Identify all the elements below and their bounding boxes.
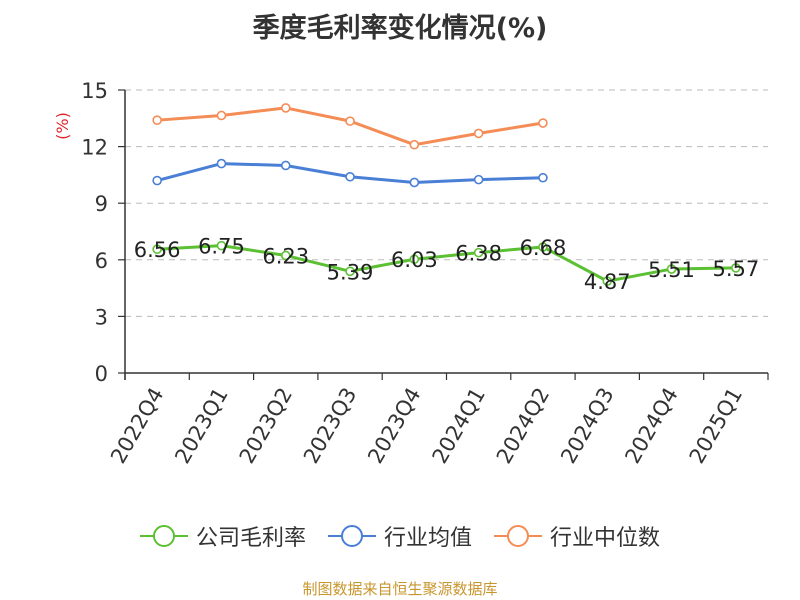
x-tick-label: 2024Q3: [556, 384, 618, 468]
x-tick-label: 2024Q2: [492, 384, 554, 468]
data-point: [473, 174, 484, 185]
legend-swatch: [327, 525, 376, 547]
data-point: [152, 175, 162, 186]
series-line: [157, 244, 736, 283]
legend-item: 公司毛利率: [139, 520, 306, 552]
data-point: [152, 115, 162, 125]
data-label: 6.56: [134, 238, 181, 262]
data-label: 6.03: [391, 248, 438, 272]
data-point: [280, 160, 291, 171]
y-tick-label: 6: [95, 249, 108, 273]
data-source-note: 制图数据来自恒生聚源数据库: [302, 580, 498, 598]
legend-swatch: [139, 525, 188, 547]
data-point: [152, 244, 162, 255]
legend-item: 行业中位数: [494, 520, 660, 552]
data-point: [538, 118, 548, 128]
data-point: [602, 276, 613, 286]
y-tick-label: 12: [81, 136, 108, 160]
legend-item: 行业均值: [327, 520, 472, 552]
data-point: [731, 263, 741, 273]
data-point: [473, 128, 484, 139]
legend-swatch: [494, 525, 542, 547]
x-tick-label: 2022Q4: [106, 384, 168, 468]
data-point: [216, 158, 227, 169]
data-label: 5.39: [327, 260, 374, 284]
data-point: [409, 139, 420, 150]
data-label: 4.87: [584, 270, 631, 294]
x-tick-label: 2024Q4: [620, 384, 682, 468]
x-tick-label: 2024Q1: [428, 384, 490, 468]
data-point: [345, 266, 355, 277]
x-tick-label: 2023Q1: [170, 384, 232, 468]
legend-label: 公司毛利率: [195, 526, 306, 551]
data-point: [280, 250, 291, 261]
data-point: [666, 264, 677, 274]
data-label: 5.51: [648, 258, 695, 282]
y-axis-label: (%): [53, 112, 72, 140]
data-point: [473, 247, 484, 258]
data-point: [216, 110, 227, 121]
data-point: [538, 172, 548, 183]
y-tick-label: 3: [95, 305, 108, 329]
data-label: 5.57: [712, 257, 759, 281]
x-tick-label: 2023Q4: [363, 384, 425, 468]
x-tick-label: 2025Q1: [685, 384, 747, 468]
y-tick-label: 0: [95, 362, 108, 386]
x-tick-label: 2023Q3: [299, 384, 361, 468]
series-line: [157, 106, 544, 147]
legend-label: 行业中位数: [550, 526, 661, 551]
chart-title: 季度毛利率变化情况(%): [252, 13, 548, 44]
data-point: [538, 242, 548, 252]
data-point: [409, 177, 420, 188]
data-label: 6.38: [455, 242, 502, 266]
data-point: [280, 103, 291, 113]
x-tick-label: 2023Q2: [235, 384, 297, 468]
data-point: [216, 240, 227, 251]
y-tick-label: 9: [95, 192, 108, 216]
data-point: [345, 171, 355, 182]
chart-legend: 公司毛利率 行业均值 行业中位数: [0, 518, 800, 554]
data-point: [409, 254, 420, 265]
data-point: [345, 116, 355, 126]
data-label: 6.23: [262, 244, 309, 268]
data-label: 6.75: [198, 235, 245, 259]
y-tick-label: 15: [81, 79, 108, 103]
data-label: 6.68: [520, 236, 567, 260]
legend-label: 行业均值: [383, 526, 472, 551]
